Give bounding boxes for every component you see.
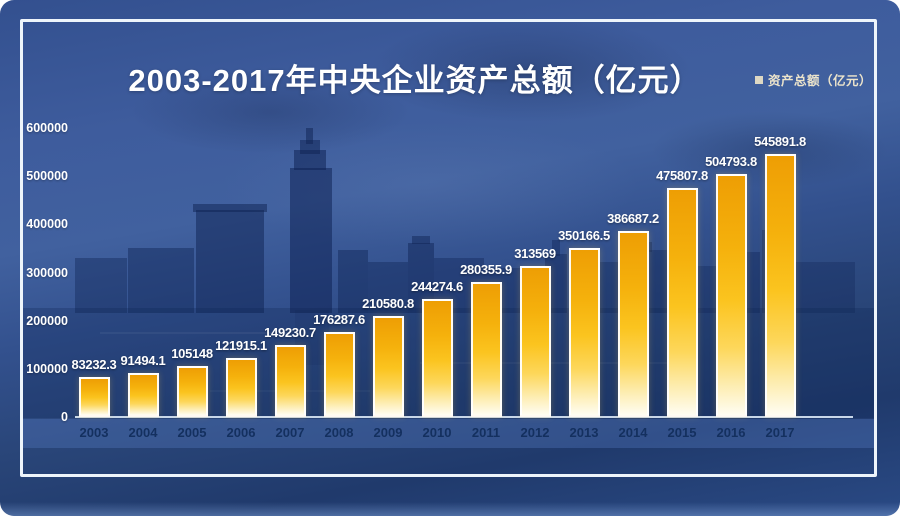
bar-2017 bbox=[765, 154, 796, 417]
x-axis-label: 2009 bbox=[373, 425, 403, 440]
y-axis-label: 600000 bbox=[26, 121, 68, 135]
x-axis-label: 2006 bbox=[226, 425, 256, 440]
bar-2005 bbox=[177, 366, 208, 417]
bar-2013 bbox=[569, 248, 600, 417]
bar-value-label: 105148 bbox=[171, 346, 213, 361]
bar-value-label: 244274.6 bbox=[411, 279, 463, 294]
x-axis-label: 2016 bbox=[716, 425, 746, 440]
bar-value-label: 386687.2 bbox=[607, 211, 659, 226]
x-axis-label: 2015 bbox=[667, 425, 697, 440]
bar-value-label: 475807.8 bbox=[656, 168, 708, 183]
bar-value-label: 280355.9 bbox=[460, 262, 512, 277]
bar-2011 bbox=[471, 282, 502, 417]
x-axis-label: 2011 bbox=[471, 425, 501, 440]
x-axis-band: 2003 2004 2005 2006 2007 2008 2009 2010 2011 2012… bbox=[23, 419, 874, 448]
x-axis-label: 2004 bbox=[128, 425, 158, 440]
plot-area: 83232.3 91494.1 105148 121915.1 149230.7 1762… bbox=[72, 120, 855, 418]
x-axis-label: 2017 bbox=[765, 425, 795, 440]
x-axis-line bbox=[75, 416, 853, 418]
bar-2003 bbox=[79, 377, 110, 417]
bar-value-label: 210580.8 bbox=[362, 296, 414, 311]
bar-2009 bbox=[373, 316, 404, 417]
x-axis-label: 2003 bbox=[79, 425, 109, 440]
x-axis-label: 2013 bbox=[569, 425, 599, 440]
x-axis-label: 2007 bbox=[275, 425, 305, 440]
x-axis-label: 2005 bbox=[177, 425, 207, 440]
bar-2016 bbox=[716, 174, 747, 417]
bar-value-label: 313569 bbox=[514, 246, 556, 261]
x-axis-label: 2014 bbox=[618, 425, 648, 440]
bar-value-label: 176287.6 bbox=[313, 312, 365, 327]
x-axis-label: 2010 bbox=[422, 425, 452, 440]
bar-value-label: 83232.3 bbox=[71, 357, 117, 372]
bar-value-label: 91494.1 bbox=[120, 353, 166, 368]
bar-2008 bbox=[324, 332, 355, 417]
bar-value-label: 545891.8 bbox=[754, 134, 806, 149]
legend-label: 资产总额（亿元） bbox=[767, 74, 872, 88]
bar-2012 bbox=[520, 266, 551, 417]
bar-2004 bbox=[128, 373, 159, 417]
y-axis-label: 200000 bbox=[26, 313, 68, 328]
bar-2014 bbox=[618, 231, 649, 417]
bar-value-label: 350166.5 bbox=[558, 228, 610, 243]
x-axis-label: 2008 bbox=[324, 425, 354, 440]
bar-2010 bbox=[422, 299, 453, 417]
bar-value-label: 504793.8 bbox=[705, 154, 757, 169]
x-axis-label: 2012 bbox=[520, 425, 550, 440]
y-axis-label: 500000 bbox=[26, 169, 68, 184]
bar-2007 bbox=[275, 345, 306, 417]
chart-title: 2003-2017年中央企业资产总额（亿元） bbox=[128, 63, 702, 98]
bottom-strip bbox=[0, 502, 900, 516]
bar-2015 bbox=[667, 188, 698, 417]
legend-marker-icon bbox=[754, 75, 763, 84]
y-axis-label: 300000 bbox=[26, 265, 68, 280]
legend: 资产总额（亿元） bbox=[754, 70, 872, 89]
y-axis-label: 400000 bbox=[26, 217, 68, 232]
bar-2006 bbox=[226, 358, 257, 417]
bar-value-label: 121915.1 bbox=[215, 338, 267, 353]
bar-value-label: 149230.7 bbox=[264, 325, 316, 340]
